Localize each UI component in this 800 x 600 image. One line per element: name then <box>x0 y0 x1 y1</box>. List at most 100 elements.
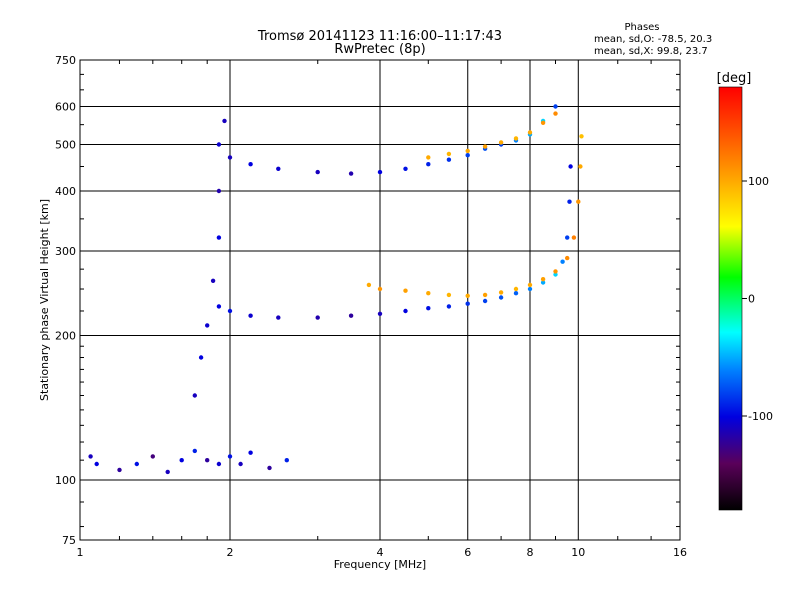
scatter-point <box>540 120 546 126</box>
scatter-point <box>446 151 452 157</box>
scatter-point <box>348 171 354 176</box>
scatter-point <box>527 286 533 292</box>
scatter-point <box>560 259 565 264</box>
scatter-point <box>513 291 519 296</box>
scatter-point <box>527 130 533 135</box>
scatter-point <box>227 155 233 160</box>
scatter-point <box>426 162 431 167</box>
scatter-point <box>403 308 408 314</box>
y-ticks: 75 100 200 300 400 500 600 750 <box>55 54 680 547</box>
scatter-point <box>216 461 222 467</box>
scatter-point <box>498 295 504 300</box>
scatter-point <box>377 169 383 175</box>
scatter-point <box>198 355 204 360</box>
scatter-point <box>227 454 233 459</box>
colorbar-tick-label: -100 <box>748 410 773 423</box>
scatter-point <box>238 461 243 467</box>
scatter-point <box>446 304 452 309</box>
scatter-point <box>513 136 519 141</box>
scatter-point <box>553 272 558 277</box>
scatter-point <box>315 315 320 320</box>
scatter-point <box>498 140 504 145</box>
scatter-point <box>482 292 488 298</box>
scatter-point <box>134 461 139 467</box>
scatter-point <box>179 458 184 463</box>
scatter-point <box>267 465 272 471</box>
scatter-point <box>576 199 581 204</box>
scatter-point <box>553 111 558 116</box>
stats-line-x: mean, sd,X: 99.8, 23.7 <box>594 46 708 57</box>
scatter-point <box>465 293 470 298</box>
scatter-point <box>446 157 452 162</box>
x-tick-label: 4 <box>377 546 384 559</box>
scatter-point <box>426 306 431 311</box>
scatter-point <box>205 458 210 463</box>
scatter-point <box>165 469 170 475</box>
y-axis-label: Stationary phase Virtual Height [km] <box>38 199 51 401</box>
scatter-point <box>553 104 558 109</box>
scatter-point <box>540 280 546 285</box>
scatter-point <box>403 166 408 171</box>
stats-line-o: mean, sd,O: -78.5, 20.3 <box>594 34 712 45</box>
scatter-point <box>248 450 253 455</box>
scatter-point <box>377 286 383 292</box>
colorbar-ticks: 100 0 -100 <box>742 175 773 423</box>
x-tick-label: 2 <box>227 546 234 559</box>
y-tick-label: 75 <box>62 534 76 547</box>
scatter-point <box>117 467 122 473</box>
scatter-point <box>88 454 93 459</box>
y-tick-label: 300 <box>55 245 76 258</box>
y-tick-label: 500 <box>55 139 76 152</box>
x-axis-label: Frequency [MHz] <box>334 558 426 571</box>
y-tick-label: 600 <box>55 101 76 114</box>
x-tick-label: 8 <box>527 546 534 559</box>
colorbar-label: [deg] <box>717 71 752 86</box>
scatter-point <box>578 164 583 169</box>
scatter-point <box>248 162 253 167</box>
colorbar <box>718 86 743 511</box>
scatter-point <box>366 282 372 288</box>
scatter-point <box>571 235 577 240</box>
scatter-point <box>216 235 222 240</box>
scatter-point <box>348 313 354 318</box>
scatter-point <box>315 169 320 175</box>
scatter-point <box>513 286 519 292</box>
y-tick-label: 200 <box>55 330 76 343</box>
scatter-point <box>94 461 99 467</box>
scatter-point <box>227 308 233 314</box>
scatter-point <box>540 277 546 282</box>
scatter-point <box>426 291 431 296</box>
chart-subtitle: RwPretec (8p) <box>334 42 425 57</box>
colorbar-tick-label: 0 <box>748 293 755 306</box>
scatter-point <box>216 304 222 309</box>
stats-title: Phases <box>624 22 659 33</box>
scatter-point <box>192 448 197 454</box>
scatter-point <box>276 315 281 320</box>
scatter-point <box>465 301 470 306</box>
x-tick-label: 16 <box>673 546 687 559</box>
scatter-point <box>465 153 470 158</box>
scatter-point <box>426 155 431 160</box>
colorbar-tick-label: 100 <box>748 175 769 188</box>
grid <box>80 60 680 540</box>
scatter-point <box>465 148 470 154</box>
chart-title: Tromsø 20141123 11:16:00–11:17:43 <box>257 29 502 44</box>
scatter-point <box>377 311 383 316</box>
scatter-point <box>222 118 227 124</box>
scatter-point <box>403 288 408 293</box>
scatter-point <box>527 282 533 288</box>
scatter-point <box>482 298 488 304</box>
scatter-point <box>568 164 573 169</box>
x-tick-label: 1 <box>77 546 84 559</box>
scatter-point <box>210 278 216 283</box>
y-tick-label: 750 <box>55 54 76 67</box>
scatter-point <box>248 313 253 318</box>
scatter-point <box>567 199 572 204</box>
scatter-point <box>276 166 281 171</box>
x-tick-label: 10 <box>571 546 585 559</box>
scatter-point <box>565 255 570 261</box>
data-points <box>88 104 584 475</box>
scatter-point <box>216 142 222 147</box>
scatter-point <box>150 454 155 459</box>
